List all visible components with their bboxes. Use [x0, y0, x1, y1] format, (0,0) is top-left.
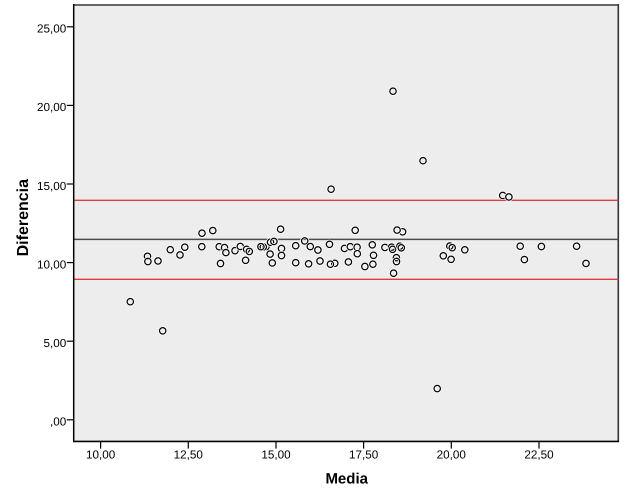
svg-text:22,50: 22,50 — [524, 449, 554, 462]
svg-text:10,00: 10,00 — [37, 258, 67, 271]
svg-text:Media: Media — [325, 471, 368, 488]
svg-text:Diferencia: Diferencia — [15, 179, 32, 256]
svg-text:10,00: 10,00 — [86, 449, 116, 462]
svg-text:15,00: 15,00 — [261, 449, 291, 462]
svg-text:20,00: 20,00 — [437, 449, 467, 462]
svg-text:15,00: 15,00 — [37, 180, 67, 193]
svg-text:17,50: 17,50 — [349, 449, 379, 462]
svg-text:25,00: 25,00 — [37, 23, 67, 36]
svg-text:12,50: 12,50 — [174, 449, 204, 462]
svg-text:20,00: 20,00 — [37, 101, 67, 114]
svg-text:,00: ,00 — [50, 416, 67, 429]
svg-text:5,00: 5,00 — [44, 337, 67, 350]
